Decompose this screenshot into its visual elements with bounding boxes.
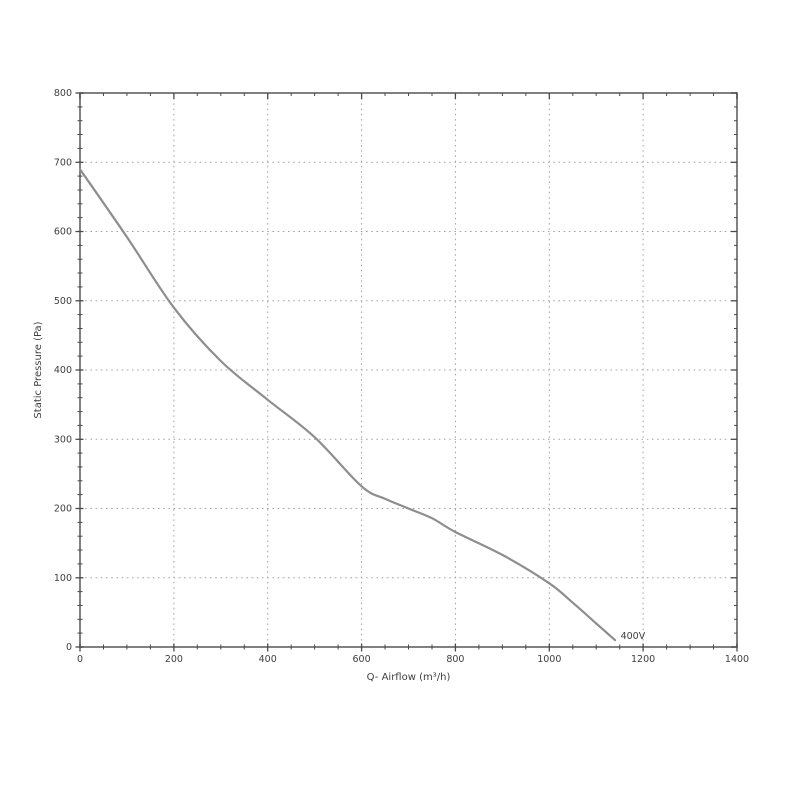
y-tick-label: 700 [54, 157, 72, 168]
y-tick-label: 100 [54, 573, 72, 584]
x-axis-title: Q- Airflow (m³/h) [367, 672, 451, 683]
tick-labels: 0 200 400 600 800 1000 1200 1400 0 100 200 300 400 50… [54, 88, 749, 665]
x-tick-label: 1400 [725, 654, 749, 665]
gridlines [80, 93, 737, 647]
x-tick-label: 1200 [631, 654, 655, 665]
y-tick-label: 200 [54, 504, 72, 515]
y-tick-label: 400 [54, 365, 72, 376]
x-tick-label: 0 [77, 654, 83, 665]
y-tick-label: 500 [54, 296, 72, 307]
x-tick-label: 600 [353, 654, 371, 665]
y-tick-label: 600 [54, 227, 72, 238]
y-axis-title: Static Pressure (Pa) [33, 321, 44, 418]
y-tick-label: 0 [66, 642, 72, 653]
x-tick-label: 1000 [537, 654, 561, 665]
axis-ticks [75, 92, 738, 652]
x-tick-label: 800 [446, 654, 464, 665]
y-tick-label: 800 [54, 88, 72, 99]
y-tick-label: 300 [54, 434, 72, 445]
x-tick-label: 400 [259, 654, 277, 665]
voltage-label: 400V [621, 631, 646, 642]
fan-curve-line [78, 168, 617, 642]
x-tick-label: 200 [165, 654, 183, 665]
